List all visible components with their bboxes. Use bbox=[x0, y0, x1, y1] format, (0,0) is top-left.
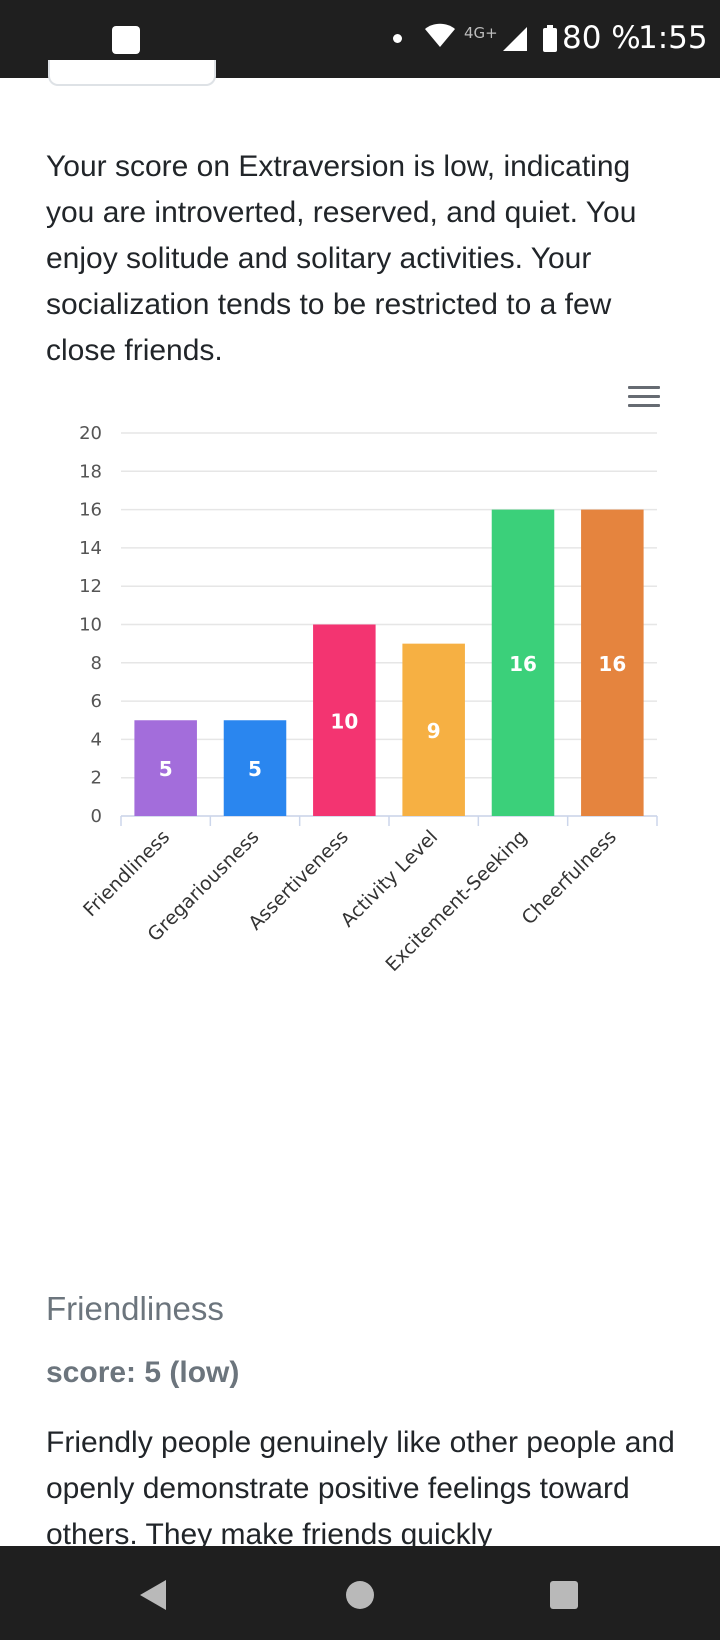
y-tick-label: 8 bbox=[91, 653, 102, 674]
data-label: 16 bbox=[509, 652, 537, 676]
network-type-label: 4G+ bbox=[464, 24, 498, 42]
y-tick-label: 2 bbox=[91, 768, 102, 789]
wifi-icon bbox=[425, 23, 455, 47]
data-label: 16 bbox=[598, 652, 626, 676]
previous-button-edge[interactable] bbox=[48, 60, 216, 86]
bar-excitement-seeking bbox=[491, 509, 555, 816]
signal-strength-icon bbox=[503, 27, 527, 51]
y-tick-label: 10 bbox=[79, 615, 102, 636]
notification-app-icon bbox=[112, 26, 140, 54]
facet-description: Friendly people genuinely like other peo… bbox=[46, 1426, 675, 1551]
y-tick-label: 12 bbox=[79, 576, 102, 597]
data-label: 9 bbox=[427, 719, 441, 743]
y-tick-label: 14 bbox=[79, 538, 102, 559]
bar-assertiveness bbox=[313, 624, 376, 816]
facet-title: Friendliness bbox=[46, 1290, 224, 1327]
notification-dot-icon bbox=[393, 34, 402, 43]
recents-square-icon[interactable] bbox=[549, 1580, 579, 1610]
y-tick-label: 16 bbox=[79, 500, 102, 521]
back-triangle-icon[interactable] bbox=[138, 1578, 168, 1612]
extraversion-facets-bar-chart: 024681012141618205Friendliness5Gregariou… bbox=[79, 423, 658, 976]
y-tick-label: 4 bbox=[91, 729, 102, 750]
data-label: 5 bbox=[159, 757, 173, 781]
bar-gregariousness bbox=[223, 720, 287, 816]
data-label: 10 bbox=[330, 709, 358, 733]
bar-cheerfulness bbox=[581, 509, 644, 816]
y-tick-label: 6 bbox=[91, 691, 102, 712]
bar-activity-level bbox=[402, 643, 465, 816]
battery-icon bbox=[543, 25, 557, 52]
y-tick-label: 20 bbox=[79, 423, 102, 444]
x-tick-label: Friendliness bbox=[79, 826, 174, 921]
bar-friendliness bbox=[134, 720, 197, 816]
data-label: 5 bbox=[248, 757, 262, 781]
extraversion-summary-text: Your score on Extraversion is low, indic… bbox=[46, 150, 637, 367]
y-tick-label: 18 bbox=[79, 461, 102, 482]
facet-score: score: 5 (low) bbox=[46, 1356, 240, 1389]
home-circle-icon[interactable] bbox=[345, 1580, 375, 1610]
x-tick-label: Cheerfulness bbox=[518, 826, 621, 929]
status-clock: 1:55 bbox=[638, 20, 708, 56]
hamburger-menu-icon[interactable] bbox=[628, 386, 660, 410]
battery-percentage: 80 % bbox=[562, 20, 641, 56]
y-tick-label: 0 bbox=[91, 806, 102, 827]
